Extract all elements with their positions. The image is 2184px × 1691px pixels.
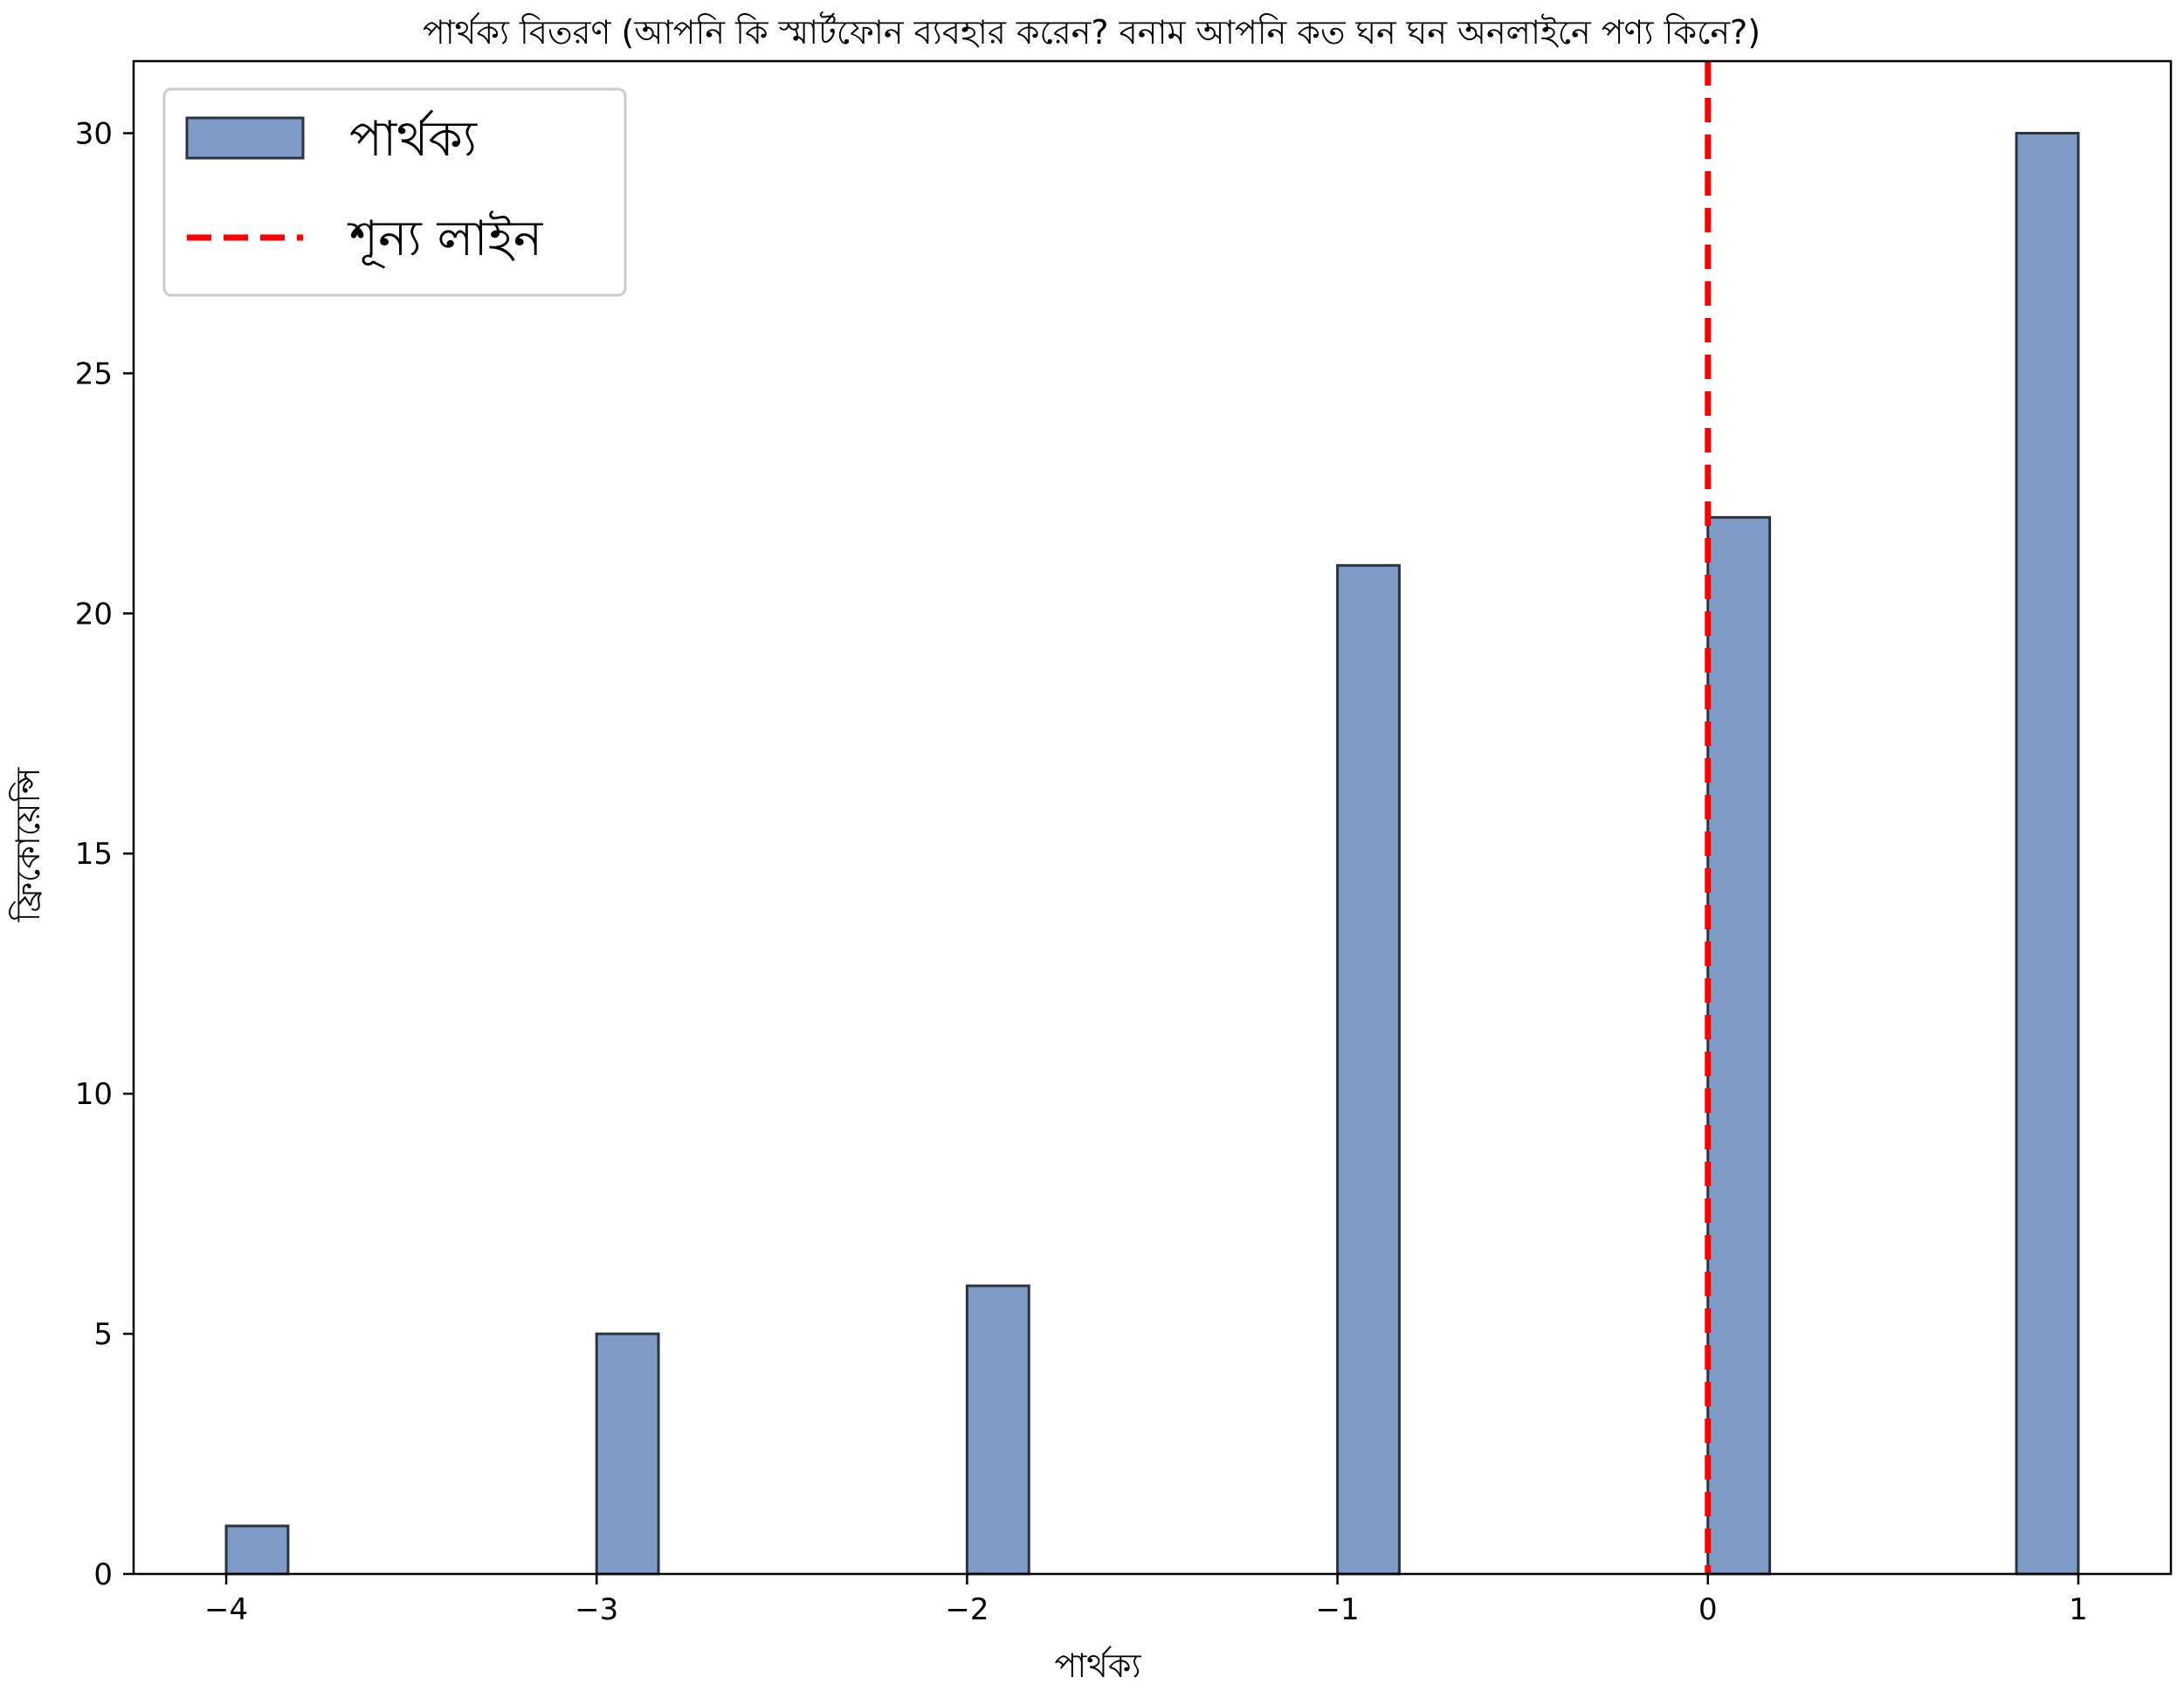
y-tick-label: 5	[93, 1317, 113, 1352]
legend-bar-swatch	[185, 116, 305, 160]
y-tick-label: 25	[75, 356, 113, 391]
x-tick-label: −4	[204, 1592, 248, 1627]
y-axis: 0 5 10 15 20 25 30	[75, 116, 134, 1592]
legend-label-zero-line: শূন্য লাইন	[347, 211, 544, 269]
x-axis: −4 −3 −2 −1 0 1	[204, 1574, 2088, 1627]
x-axis-label: পার্থক্য	[1054, 1646, 1141, 1685]
x-tick-label: −3	[575, 1592, 618, 1627]
legend: পার্থক্য শূন্য লাইন	[162, 87, 627, 297]
histogram-bar-2	[595, 1332, 660, 1576]
histogram-bar-6	[2015, 131, 2080, 1576]
y-tick-label: 10	[75, 1077, 113, 1112]
histogram-bar-4	[1336, 563, 1401, 1576]
y-tick-label: 15	[75, 837, 113, 872]
histogram-bar-1	[224, 1524, 290, 1576]
y-axis-label: ফ্রিকোয়েন্সি	[9, 767, 47, 923]
y-tick-label: 30	[75, 116, 113, 151]
axes-frame	[132, 59, 2173, 1576]
y-tick-label: 20	[75, 597, 113, 632]
x-tick-label: −2	[945, 1592, 989, 1627]
plot-area	[132, 59, 2173, 1576]
x-tick-label: 1	[2069, 1592, 2088, 1627]
x-tick-label: 0	[1698, 1592, 1718, 1627]
legend-label-difference: পার্থক্য	[349, 109, 478, 168]
histogram-bar-3	[965, 1284, 1030, 1576]
histogram-bar-5	[1706, 515, 1772, 1576]
y-tick-label: 0	[93, 1557, 113, 1592]
chart-title: পার্থক্য বিতরণ (আপনি কি স্মার্টফোন ব্যবহ…	[423, 11, 1760, 52]
x-tick-label: −1	[1316, 1592, 1360, 1627]
